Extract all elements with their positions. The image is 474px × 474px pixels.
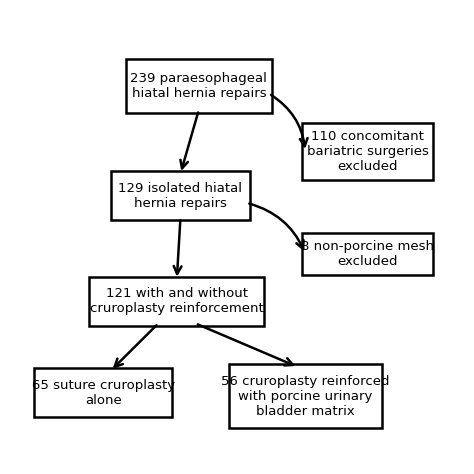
FancyBboxPatch shape (126, 59, 272, 113)
FancyBboxPatch shape (111, 171, 249, 220)
FancyBboxPatch shape (90, 277, 264, 326)
Text: 110 concomitant
bariatric surgeries
excluded: 110 concomitant bariatric surgeries excl… (307, 130, 429, 173)
Text: 239 paraesophageal
hiatal hernia repairs: 239 paraesophageal hiatal hernia repairs (130, 72, 267, 100)
FancyBboxPatch shape (229, 364, 382, 428)
Text: 121 with and without
cruroplasty reinforcement: 121 with and without cruroplasty reinfor… (90, 287, 264, 315)
Text: 65 suture cruroplasty
alone: 65 suture cruroplasty alone (32, 379, 175, 407)
FancyBboxPatch shape (302, 233, 433, 275)
FancyBboxPatch shape (34, 368, 173, 418)
Text: 129 isolated hiatal
hernia repairs: 129 isolated hiatal hernia repairs (118, 182, 243, 210)
Text: 8 non-porcine mesh
excluded: 8 non-porcine mesh excluded (301, 240, 434, 268)
FancyBboxPatch shape (302, 123, 433, 180)
Text: 56 cruroplasty reinforced
with porcine urinary
bladder matrix: 56 cruroplasty reinforced with porcine u… (221, 375, 390, 418)
